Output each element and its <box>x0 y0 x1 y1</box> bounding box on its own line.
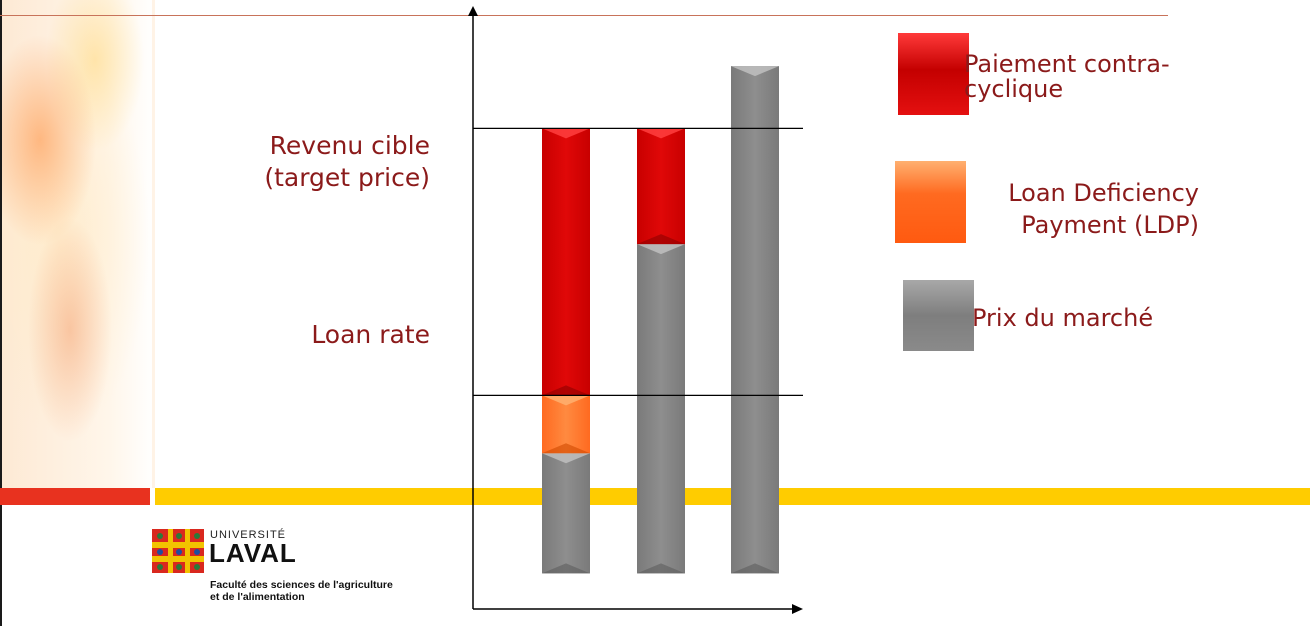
target-price-label: Revenu cible (target price) <box>170 130 430 194</box>
flame-decoration <box>0 0 155 488</box>
footer-band-red <box>0 488 150 505</box>
bar-market-2 <box>637 244 685 574</box>
bar-bevel-bottom-ldp-1 <box>542 443 590 454</box>
legend-ldp-line2: Payment (LDP) <box>1021 211 1199 239</box>
shield-icon <box>152 529 204 573</box>
legend-label-countercyclical: Paiement contra- cyclique <box>964 52 1170 102</box>
x-axis-arrowhead <box>792 604 803 614</box>
legend-ldp-line1: Loan Deficiency <box>1008 179 1199 207</box>
bar-bevel-bottom-market-1 <box>542 563 590 574</box>
bar-bevel-top-countercyclical-2 <box>637 128 685 139</box>
bar-market-3 <box>731 66 779 574</box>
bar-bevel-bottom-countercyclical-2 <box>637 234 685 245</box>
bar-countercyclical-1 <box>542 128 590 396</box>
legend-swatch-market-price <box>903 280 974 351</box>
bar-bevel-bottom-market-2 <box>637 563 685 574</box>
bar-market-1 <box>542 453 590 574</box>
legend-label-market-price: Prix du marché <box>972 304 1154 332</box>
loan-rate-label: Loan rate <box>311 320 430 349</box>
bar-bevel-bottom-countercyclical-1 <box>542 385 590 396</box>
bar-bevel-bottom-market-3 <box>731 563 779 574</box>
target-price-label-line1: Revenu cible <box>269 131 430 160</box>
y-axis-arrowhead <box>468 6 478 16</box>
legend-countercyclical-line2: cyclique <box>964 75 1064 103</box>
target-price-label-line2: (target price) <box>264 163 430 192</box>
legend-label-ldp: Loan Deficiency Payment (LDP) <box>984 177 1199 241</box>
decorative-edge <box>152 0 155 488</box>
legend-swatch-countercyclical <box>898 33 969 115</box>
bar-bevel-top-market-2 <box>637 244 685 255</box>
logo-university-text: UNIVERSITÉ <box>210 529 287 541</box>
left-border <box>0 0 2 626</box>
legend-countercyclical-line1: Paiement contra- <box>964 50 1170 78</box>
bar-bevel-top-market-3 <box>731 66 779 77</box>
logo-faculty-line1: Faculté des sciences de l'agriculture <box>210 579 393 591</box>
bar-bevel-top-ldp-1 <box>542 395 590 406</box>
logo-laval-text: LAVAL <box>209 538 297 568</box>
bar-bevel-top-market-1 <box>542 453 590 464</box>
university-logo: UNIVERSITÉ LAVAL Faculté des sciences de… <box>152 529 432 609</box>
top-rule <box>0 15 1168 16</box>
logo-faculty-line2: et de l'alimentation <box>210 591 305 603</box>
bar-bevel-top-countercyclical-1 <box>542 128 590 139</box>
bar-countercyclical-2 <box>637 128 685 245</box>
legend-swatch-ldp <box>895 161 966 243</box>
